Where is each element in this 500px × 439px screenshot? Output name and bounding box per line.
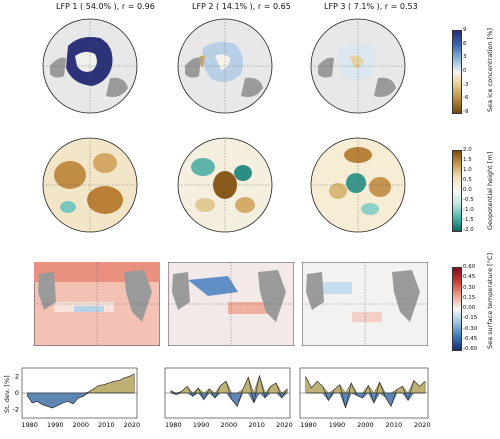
ts-positive-area (27, 373, 135, 394)
ts-xtick: 1980 (165, 421, 182, 429)
ts-xtick: 2010 (248, 421, 265, 429)
ts-xtick: 2010 (98, 421, 115, 429)
panel-title-2: LFP 2 ( 14.1% ), r = 0.65 (192, 2, 291, 11)
colorbar-tick: 1.5 (463, 157, 472, 163)
colorbar-tick: -0.30 (463, 325, 478, 332)
geopotential-map-3 (310, 137, 406, 233)
colorbar-tick: 3 (463, 54, 467, 61)
colorbar-tick: 0.5 (463, 177, 472, 183)
colorbar-label: Geopotential height [m] (486, 151, 494, 230)
colorbar-tick: -2.0 (463, 227, 474, 233)
ts-ytick: 2 (15, 372, 19, 380)
sea-ice-map-1 (42, 18, 138, 114)
geopotential-map-2 (177, 137, 273, 233)
ts-xtick: 2020 (414, 421, 431, 429)
ts-xtick: 2000 (73, 421, 90, 429)
colorbar-tick: -6 (463, 95, 469, 102)
colorbar-tick: -0.45 (463, 335, 478, 342)
ts-xtick: 2010 (386, 421, 403, 429)
colorbar-tick: -0.5 (463, 197, 474, 203)
colorbar-tick: -9 (463, 109, 469, 115)
colorbar-tick: -0.60 (463, 346, 478, 352)
ts-xtick: 2000 (221, 421, 238, 429)
ts-line (305, 376, 426, 409)
panel-title-1: LFP 1 ( 54.0% ), r = 0.96 (56, 2, 155, 11)
colorbar-tick: -3 (463, 81, 469, 88)
colorbar-1 (452, 30, 462, 114)
ts-xtick: 1990 (329, 421, 346, 429)
colorbar-label: Sea surface temperature [°C] (486, 252, 494, 349)
ts-negative-area (170, 392, 288, 407)
colorbar-tick: -0.15 (463, 315, 478, 322)
colorbar-tick: 0.60 (463, 264, 476, 270)
ts-line (170, 375, 288, 407)
colorbar-tick: 0.00 (463, 305, 476, 311)
ts-line (26, 373, 135, 409)
sea-ice-map-3 (310, 18, 406, 114)
colorbar-label: Sea ice concentration [%] (486, 28, 494, 112)
sea-ice-map-2 (177, 18, 273, 114)
ts-xtick: 2020 (276, 421, 293, 429)
ts-negative-area (26, 392, 135, 409)
ts-negative-area (305, 392, 426, 409)
sst-map-2 (168, 262, 294, 346)
ts-xtick: 1990 (47, 421, 64, 429)
colorbar-3 (452, 267, 462, 351)
colorbar-tick: 9 (463, 27, 467, 33)
ts-ytick: 0 (15, 389, 19, 397)
panel-title-3: LFP 3 ( 7.1% ), r = 0.53 (324, 2, 418, 11)
colorbar-tick: 6 (463, 40, 467, 47)
colorbar-2 (452, 150, 462, 232)
colorbar-tick: 0.45 (463, 274, 476, 281)
ts-xtick: 1980 (300, 421, 317, 429)
sst-map-3 (302, 262, 428, 346)
colorbar-tick: 2.0 (463, 147, 472, 153)
ts-ytick: -2 (13, 406, 19, 414)
colorbar-tick: 0.30 (463, 284, 476, 291)
colorbar-tick: 0.0 (463, 187, 472, 193)
ts-positive-area (305, 376, 426, 394)
ts-xtick: 1990 (193, 421, 210, 429)
colorbar-tick: 0 (463, 68, 467, 74)
ts-xtick: 2000 (357, 421, 374, 429)
colorbar-tick: -1.5 (463, 217, 474, 223)
colorbar-tick: 0.15 (463, 294, 476, 301)
colorbar-tick: 1.0 (463, 167, 472, 173)
colorbar-tick: -1.0 (463, 207, 474, 213)
sst-map-1 (34, 262, 160, 346)
ts-xtick: 1980 (21, 421, 38, 429)
ts-xtick: 2020 (124, 421, 141, 429)
geopotential-map-1 (42, 137, 138, 233)
